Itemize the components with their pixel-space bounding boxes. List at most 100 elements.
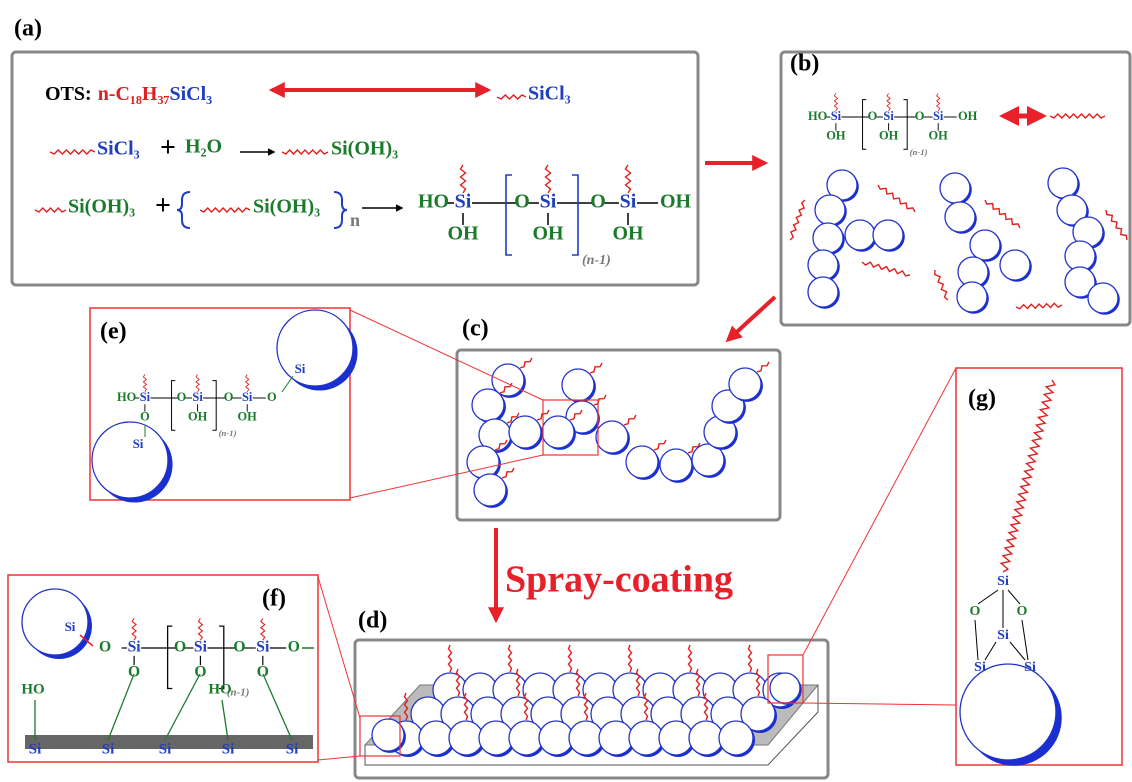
particle: [569, 721, 603, 755]
label: n-C₁₈H₃₇: [98, 83, 170, 105]
label: Si: [133, 436, 144, 451]
particle: [599, 721, 633, 755]
arrow: [728, 297, 775, 340]
particle: [22, 589, 88, 655]
alkyl-chain: [50, 150, 95, 154]
bond: [1008, 590, 1020, 604]
particle: [845, 220, 875, 250]
particle: [659, 721, 693, 755]
label: Si: [128, 639, 142, 656]
label: SiCl₃: [528, 83, 571, 105]
alkyl-chain: [749, 645, 752, 672]
brace: [334, 192, 347, 228]
label: O: [194, 664, 206, 681]
particle: [957, 282, 987, 312]
label: HO: [808, 109, 828, 123]
alkyl-chain: [689, 645, 692, 672]
particle: [1088, 283, 1118, 313]
particle: [509, 416, 541, 448]
particle: [729, 368, 761, 400]
label: O: [174, 639, 186, 656]
alkyl-chain: [520, 358, 532, 368]
label: O: [99, 639, 111, 656]
particle: [960, 664, 1056, 760]
bond: [165, 674, 200, 740]
label: OH: [188, 410, 208, 424]
label: Si: [102, 741, 115, 757]
alkyl-chain: [834, 93, 837, 110]
alkyl-chain: [654, 440, 666, 450]
particle: [277, 310, 353, 386]
label: OH: [612, 223, 644, 245]
label: SiCl₃: [97, 138, 140, 160]
bracket: [172, 381, 176, 431]
particle: [660, 449, 692, 481]
bracket: [863, 100, 867, 150]
label: Si: [455, 191, 472, 213]
label: Si: [540, 191, 557, 213]
label: n: [350, 210, 360, 230]
label: Si: [997, 628, 1009, 643]
label: Si: [286, 741, 299, 757]
label: OH: [447, 223, 479, 245]
alkyl-chain: [887, 93, 890, 110]
particle: [479, 721, 513, 755]
bond: [282, 376, 293, 392]
label: (f): [262, 586, 286, 612]
alkyl-chain: [1016, 303, 1062, 309]
zoom-line: [803, 368, 956, 655]
zoom-line: [803, 703, 956, 705]
particle: [873, 220, 903, 250]
label: Si: [140, 390, 151, 404]
label: HO: [21, 681, 44, 697]
label: HO: [117, 390, 137, 404]
label: O: [140, 410, 150, 424]
label: Si: [933, 109, 944, 123]
process-label: Spray-coating: [505, 559, 733, 601]
alkyl-chain: [626, 165, 631, 193]
label: (n-1): [582, 253, 611, 268]
label: Si: [159, 741, 172, 757]
label: O: [288, 639, 300, 656]
particle: [539, 721, 573, 755]
alkyl-chain: [1050, 114, 1105, 118]
particle: [719, 721, 753, 755]
bond: [975, 620, 978, 660]
particle: [945, 202, 975, 232]
particle: [472, 389, 504, 421]
alkyl-chain: [198, 618, 202, 640]
label: HO: [418, 191, 449, 213]
label: O: [1017, 604, 1028, 619]
label: O: [868, 109, 878, 123]
particle: [542, 416, 574, 448]
bracket: [506, 175, 512, 255]
alkyl-chain: [862, 262, 910, 276]
label: Si: [65, 619, 76, 634]
bond: [985, 642, 996, 660]
particle: [813, 223, 843, 253]
label: (a): [14, 16, 42, 42]
label: Si: [883, 109, 894, 123]
bond: [978, 590, 998, 604]
label: +: [160, 132, 176, 163]
label: Si(OH)₃: [68, 196, 135, 218]
label: Si: [831, 109, 842, 123]
bracket: [212, 381, 216, 431]
alkyl-chain: [878, 185, 915, 212]
particle: [815, 195, 845, 225]
label: O: [590, 191, 606, 213]
label: O: [177, 390, 187, 404]
particle: [509, 721, 543, 755]
label: (g): [968, 386, 996, 412]
label: OH: [660, 191, 692, 213]
alkyl-chain: [502, 468, 514, 478]
alkyl-chain: [261, 618, 265, 640]
brace: [177, 192, 190, 228]
label: O: [128, 664, 140, 681]
label: Si: [1024, 660, 1036, 675]
bond: [108, 674, 134, 740]
alkyl-chain: [509, 645, 512, 672]
label: O: [514, 191, 530, 213]
alkyl-chain: [497, 95, 526, 99]
